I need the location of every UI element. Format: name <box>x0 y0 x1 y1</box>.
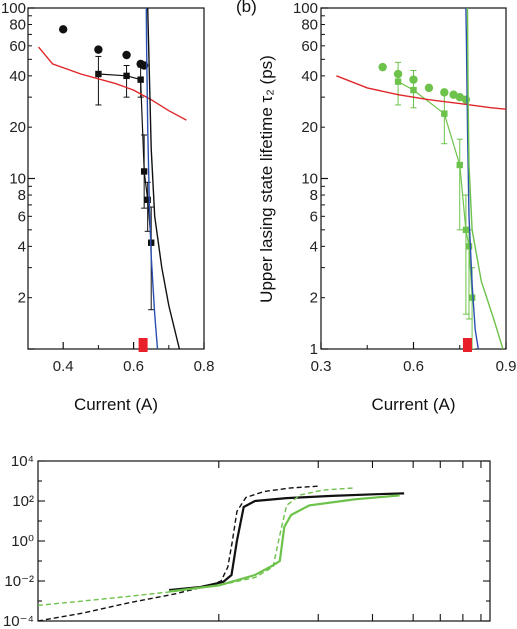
plot-frame-a <box>27 7 205 350</box>
plot-area-c <box>38 485 405 621</box>
y-tick-label-a: 100 <box>1 0 26 17</box>
y-tick-label-a: 40 <box>9 68 26 85</box>
data-point-square-b <box>394 78 402 85</box>
data-point-square-b <box>441 110 448 117</box>
series-line-c-3 <box>38 487 355 607</box>
y-tick-label-c: 10⁻⁴ <box>3 613 34 629</box>
x-tick-label-b: 0.3 <box>311 358 332 375</box>
x-tick-label-b: 0.6 <box>403 358 424 375</box>
y-tick-label-a: 2 <box>18 290 26 307</box>
panel-c: 10⁻⁴ 10⁻² 10⁰ 10² 10⁴ <box>3 453 491 629</box>
data-point-circle-a <box>94 45 103 54</box>
y-tick-label-b: 6 <box>310 208 318 225</box>
data-point-square-a <box>95 70 102 78</box>
y-tick-label-b: 8 <box>310 187 318 204</box>
y-tick-label-b: 80 <box>301 17 318 34</box>
x-axis-label-b: Current (A) <box>371 395 455 414</box>
y-tick-label-b: 100 <box>293 0 318 17</box>
threshold-marker-b <box>462 338 472 352</box>
y-tick-label-b: 40 <box>301 68 318 85</box>
data-point-square-b <box>410 86 417 94</box>
data-point-square-a <box>140 168 148 175</box>
y-axis-label-b: Upper lasing state lifetime τ₂ (ps) <box>257 55 276 303</box>
y-tick-label-a: 8 <box>18 187 26 204</box>
series-line-a-1 <box>98 73 152 243</box>
y-tick-label-a: 10 <box>9 171 26 188</box>
series-line-c-0 <box>168 492 405 592</box>
series-line-a-2 <box>38 46 187 121</box>
y-tick-label-b: 2 <box>310 290 318 307</box>
y-tick-label-a: 80 <box>9 17 26 34</box>
plot-area-b <box>336 8 506 349</box>
y-tick-label-b: 60 <box>301 38 318 55</box>
data-point-square-b <box>468 294 476 301</box>
x-axis-label-a: Current (A) <box>74 395 158 414</box>
data-point-square-a <box>144 196 151 204</box>
panel-b-label: (b) <box>236 0 257 16</box>
y-tick-label-b: 4 <box>310 238 318 255</box>
y-tick-label-b: 1 <box>310 341 318 358</box>
threshold-marker-a <box>138 338 148 352</box>
y-tick-label-a: 20 <box>9 119 26 136</box>
series-line-c-2 <box>168 494 400 593</box>
x-tick-label-a: 0.6 <box>123 358 144 375</box>
series-line-c-1 <box>38 485 319 621</box>
series-line-a-4 <box>147 8 181 349</box>
x-tick-label-a: 0.4 <box>53 358 74 375</box>
data-point-circle-b <box>378 62 387 72</box>
data-point-square-b <box>456 161 463 169</box>
y-tick-label-c: 10⁴ <box>11 453 34 470</box>
data-point-square-a <box>123 72 130 80</box>
series-line-b-1 <box>397 81 473 298</box>
data-point-square-a <box>137 76 144 83</box>
series-line-b-2 <box>336 75 506 110</box>
x-tick-label-a: 0.8 <box>194 358 215 375</box>
y-tick-label-c: 10⁰ <box>11 533 34 550</box>
plot-area-a <box>38 8 187 349</box>
data-point-square-b <box>465 243 473 250</box>
y-tick-label-c: 10² <box>12 493 34 510</box>
plot-frame-b <box>320 7 507 350</box>
series-line-b-4 <box>466 8 504 349</box>
data-point-circle-a <box>122 50 131 60</box>
data-point-circle-a <box>59 25 68 34</box>
series-line-a-3 <box>145 8 159 349</box>
x-tick-label-b: 0.9 <box>496 358 517 375</box>
data-point-square-b <box>462 226 470 234</box>
y-tick-label-c: 10⁻² <box>4 573 34 590</box>
y-tick-label-a: 4 <box>18 238 26 255</box>
plot-frame-c <box>37 460 491 622</box>
y-tick-label-a: 6 <box>18 208 26 225</box>
y-tick-label-b: 20 <box>301 119 318 136</box>
series-line-b-3 <box>465 8 479 349</box>
data-point-circle-b <box>424 83 434 93</box>
y-tick-label-b: 10 <box>301 171 318 188</box>
y-tick-label-a: 60 <box>9 38 26 55</box>
